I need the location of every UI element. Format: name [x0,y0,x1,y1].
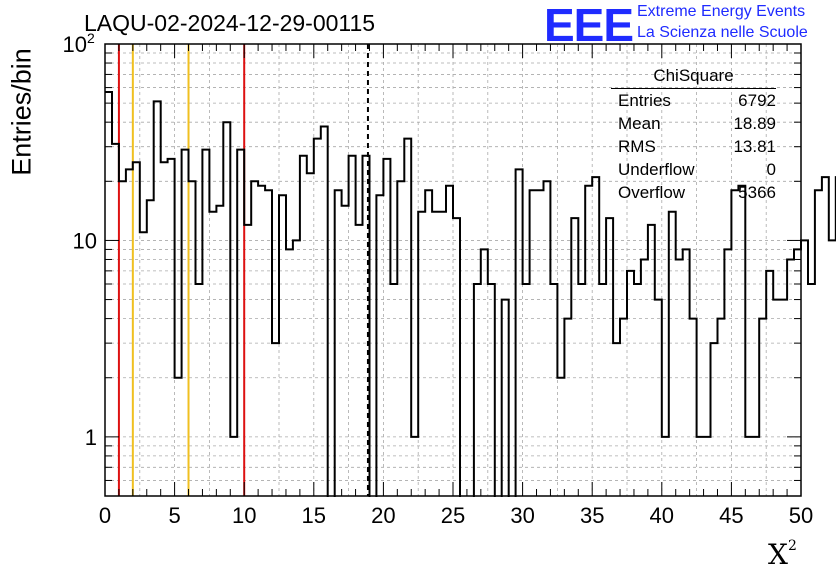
plot-clip-bottom [0,497,836,572]
y-tick-label-exponent: 2 [87,30,95,46]
y-tick-label: 1 [85,425,97,450]
x-tick-label: 0 [99,503,111,528]
stat-row-mean: Mean 18.89 [618,114,776,133]
y-axis-label: Entries/bin [6,48,37,176]
histogram-series [105,91,836,541]
stats-title: ChiSquare [611,66,776,89]
stat-row-rms: RMS 13.81 [618,137,776,156]
logo-line-2: La Scienza nelle Scuole [637,24,808,41]
x-tick-label: 5 [168,503,180,528]
x-tick-label: 10 [232,503,256,528]
stat-row-overflow: Overflow 5366 [618,183,776,202]
chart-title: LAQU-02-2024-12-29-00115 [84,10,376,36]
x-tick-label: 15 [302,503,326,528]
x-axis-label: X2 [768,538,797,571]
x-tick-label: 50 [789,503,813,528]
y-tick-label: 10 [63,32,87,57]
logo-line-1: Extreme Energy Events [637,3,806,20]
x-tick-label: 35 [580,503,604,528]
x-tick-label: 25 [441,503,465,528]
x-tick-label: 45 [719,503,743,528]
stat-row-underflow: Underflow 0 [618,160,776,179]
x-tick-label: 40 [650,503,674,528]
x-tick-label: 20 [371,503,395,528]
x-tick-label: 30 [510,503,534,528]
stat-row-entries: Entries 6792 [618,91,776,110]
y-tick-label: 10 [73,228,97,253]
eee-logo: EEE [544,0,634,51]
stats-box: ChiSquare Entries 6792 Mean 18.89 RMS 13.81… [611,66,776,204]
